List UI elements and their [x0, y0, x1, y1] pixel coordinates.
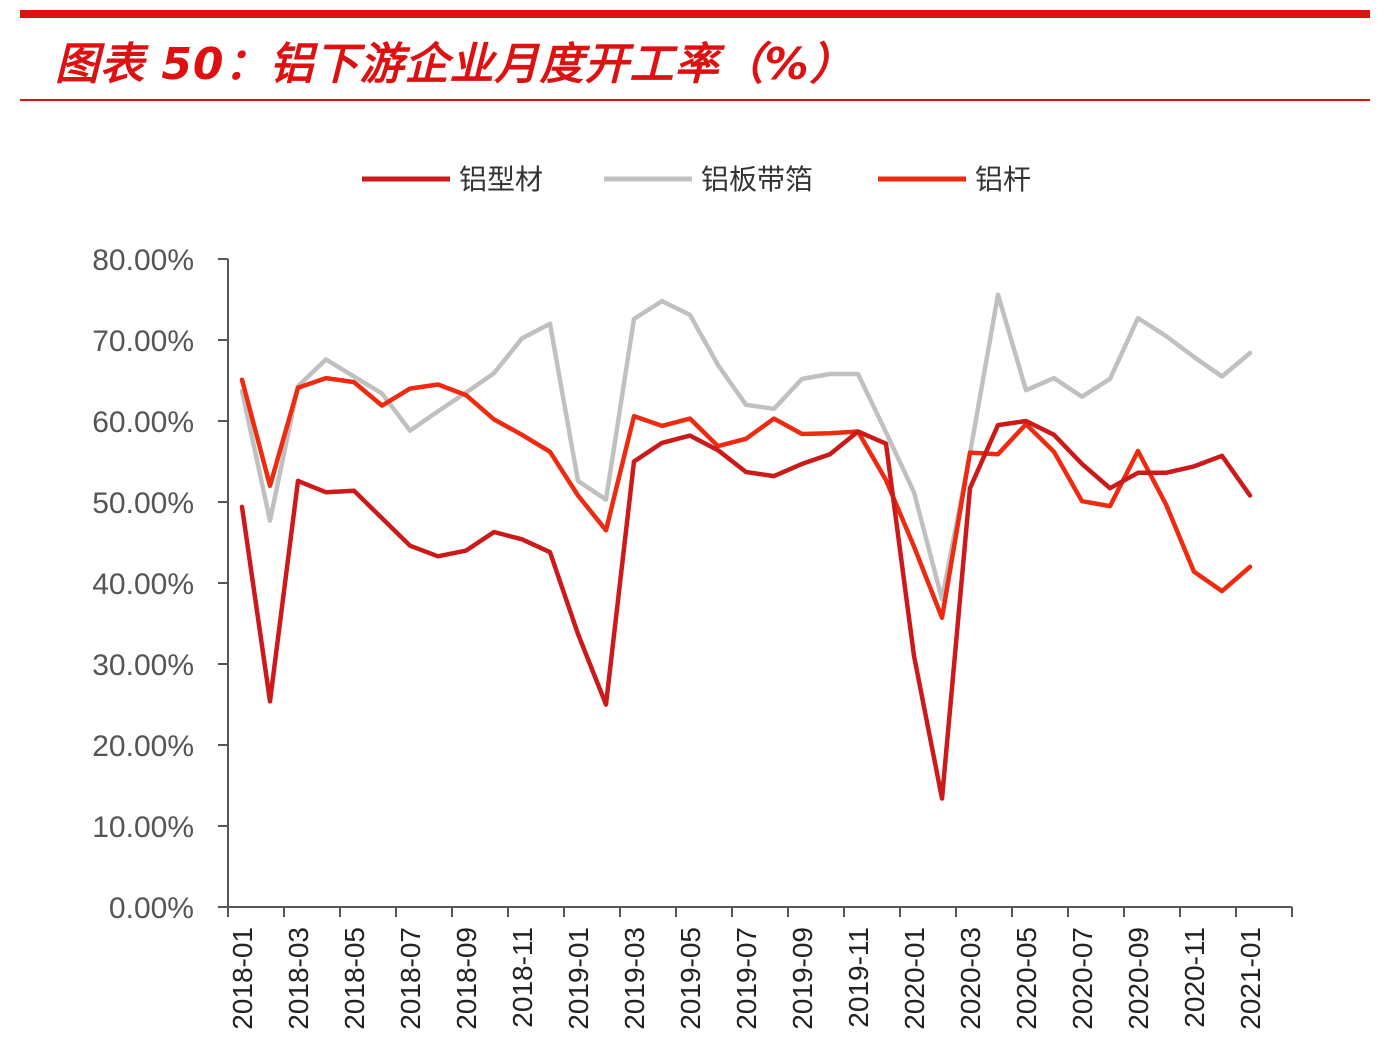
series-lines	[239, 292, 1253, 801]
x-tick-label: 2018-01	[227, 927, 258, 1030]
y-tick-label: 60.00%	[92, 406, 194, 439]
y-tick-label: 10.00%	[92, 811, 194, 844]
y-tick-label: 30.00%	[92, 649, 194, 682]
x-tick-label: 2020-07	[1067, 927, 1098, 1030]
legend-label: 铝型材	[459, 163, 543, 196]
x-axis: 2018-01 2018-03 2018-05 2018-07 2018-09 2018-…	[227, 906, 1293, 1030]
x-tick-label: 2020-03	[955, 927, 986, 1030]
x-tick-label: 2018-05	[339, 927, 370, 1030]
header-rule	[20, 99, 1370, 101]
y-tick-label: 20.00%	[92, 730, 194, 763]
y-tick-label: 80.00%	[92, 244, 194, 277]
y-tick-label: 0.00%	[109, 892, 194, 925]
x-tick-label: 2019-09	[787, 927, 818, 1030]
x-tick-label: 2019-03	[619, 927, 650, 1030]
y-axis: 0.00% 10.00% 20.00% 30.00% 40.00% 50.00% 60.00…	[92, 244, 229, 925]
x-tick-label: 2021-01	[1235, 927, 1266, 1030]
header-accent-bar	[20, 10, 1370, 18]
legend-label: 铝板带箔	[701, 163, 813, 196]
x-tick-label: 2018-03	[283, 927, 314, 1030]
x-tick-label: 2019-11	[843, 927, 874, 1028]
legend: 铝型材 铝板带箔 铝杆	[362, 163, 1031, 196]
y-tick-label: 50.00%	[92, 487, 194, 520]
y-tick-label: 70.00%	[92, 325, 194, 358]
chart-title: 图表 50：铝下游企业月度开工率（%）	[55, 39, 855, 90]
series-line-1	[239, 292, 1253, 602]
y-tick-label: 40.00%	[92, 568, 194, 601]
x-tick-label: 2020-01	[899, 927, 930, 1030]
x-tick-label: 2019-05	[675, 927, 706, 1030]
series-line-0	[239, 418, 1253, 801]
x-tick-label: 2020-09	[1123, 927, 1154, 1030]
legend-label: 铝杆	[975, 163, 1031, 196]
series-line-2	[239, 375, 1253, 621]
x-tick-label: 2020-11	[1179, 927, 1210, 1028]
x-tick-label: 2018-11	[507, 927, 538, 1028]
x-tick-label: 2018-09	[451, 927, 482, 1030]
x-tick-label: 2019-07	[731, 927, 762, 1030]
x-tick-label: 2020-05	[1011, 927, 1042, 1030]
x-tick-label: 2018-07	[395, 927, 426, 1030]
x-tick-label: 2019-01	[563, 927, 594, 1030]
